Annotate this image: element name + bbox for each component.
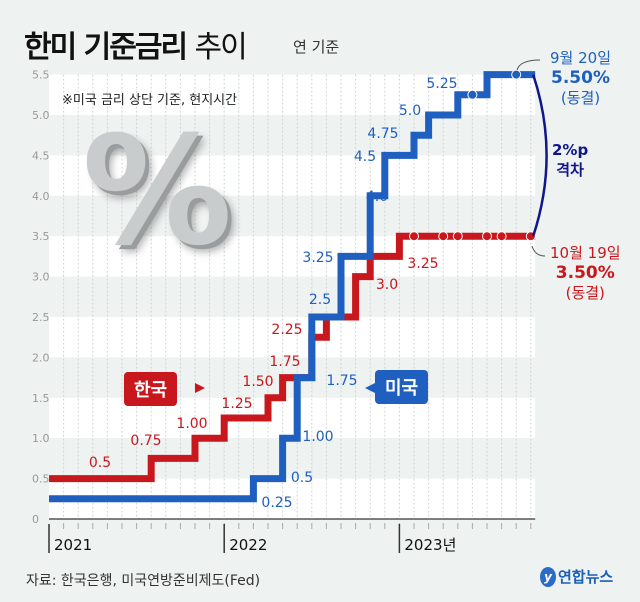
step-label: 4.5 [354, 149, 376, 165]
y-tick-label: 4.5 [32, 149, 50, 162]
unit-note: 연 기준 [293, 38, 340, 56]
y-tick-label: 2.5 [32, 311, 50, 324]
step-label: 3.0 [376, 277, 398, 293]
step-label: 3.25 [302, 250, 333, 266]
hold-dot [496, 231, 507, 242]
grid-band [49, 155, 536, 196]
korea-tag-pointer [195, 383, 205, 393]
step-label: 0.75 [130, 433, 161, 449]
kr-date: 10월 19일 [550, 244, 621, 262]
y-tick-label: 2.0 [32, 351, 50, 364]
us-status: (동결) [560, 89, 601, 107]
hold-dot [438, 231, 449, 242]
step-label: 2.25 [271, 322, 302, 338]
x-tick-label: 2022 [229, 536, 267, 554]
step-label: 5.0 [399, 103, 421, 119]
step-label: 1.75 [269, 354, 300, 370]
x-tick-label: 2021 [54, 536, 92, 554]
y-tick-label: 3.0 [32, 271, 50, 284]
y-tick-label: 3.5 [32, 230, 50, 243]
grid-band [49, 276, 536, 317]
logo-icon: y [540, 566, 556, 587]
gap-value: 2%p [552, 141, 589, 159]
title-bold: 한미 기준금리 [24, 30, 188, 65]
hold-dot [467, 89, 478, 100]
y-tick-label: 0.5 [32, 473, 50, 486]
gap-annotation: 2%p 격차 [552, 140, 588, 180]
step-label: 1.00 [176, 416, 207, 432]
series-line-us [49, 71, 536, 503]
us-date: 9월 20일 [550, 49, 611, 67]
step-label: 0.25 [261, 495, 292, 511]
logo: y 연합뉴스 [540, 566, 613, 587]
korea-label: 한국 [124, 372, 178, 406]
footnote: ※미국 금리 상단 기준, 현지시간 [62, 93, 238, 108]
percent-graphic: % [82, 105, 232, 279]
kr-status: (동결) [565, 284, 605, 302]
hold-dot [511, 69, 522, 80]
grid-band [49, 115, 536, 156]
y-tick-label: 4.0 [32, 190, 50, 203]
step-label: 3.25 [407, 256, 438, 272]
kr-rate: 3.50% [555, 263, 615, 283]
grid-band [49, 195, 536, 237]
y-tick-label: 1.5 [32, 392, 50, 405]
gap-bracket [531, 74, 548, 237]
korea-leader-line [531, 245, 546, 257]
step-label: 2.5 [309, 292, 331, 308]
step-label: 4.75 [367, 126, 398, 142]
title-light: 추이 [194, 30, 248, 65]
us-tag-pointer [365, 383, 375, 393]
page-title: 한미 기준금리 추이 [24, 22, 248, 66]
source: 자료: 한국은행, 미국연방준비제도(Fed) [26, 573, 261, 589]
logo-text: 연합뉴스 [558, 568, 614, 586]
us-label: 미국 [375, 370, 429, 404]
grid-band [49, 236, 536, 277]
step-label: 0.5 [291, 470, 313, 486]
hold-dot [409, 231, 419, 242]
step-label: 1.50 [242, 374, 273, 390]
x-tick-label: 2023년 [404, 536, 456, 554]
korea-annotation: 10월 19일 3.50% (동결) [550, 243, 621, 303]
step-label: 4.0 [366, 189, 388, 205]
step-label: 1.25 [221, 396, 252, 412]
us-annotation: 9월 20일 5.50% (동결) [550, 48, 611, 108]
hold-dot [452, 231, 463, 242]
hold-dot [482, 231, 492, 242]
step-label: 1.00 [302, 429, 333, 445]
step-label: 1.75 [326, 373, 357, 389]
step-label: 5.25 [426, 76, 457, 92]
step-label: 0.5 [89, 455, 111, 471]
gap-label: 격차 [556, 161, 584, 179]
y-tick-label: 0 [32, 513, 39, 526]
grid-band [49, 317, 536, 358]
y-tick-label: 5.5 [32, 69, 50, 82]
grid-band [49, 438, 536, 479]
grid-band [49, 74, 536, 115]
y-tick-label: 1.0 [32, 432, 50, 445]
y-tick-label: 5.0 [32, 109, 50, 122]
us-leader-line [516, 59, 541, 71]
us-rate: 5.50% [551, 68, 610, 88]
